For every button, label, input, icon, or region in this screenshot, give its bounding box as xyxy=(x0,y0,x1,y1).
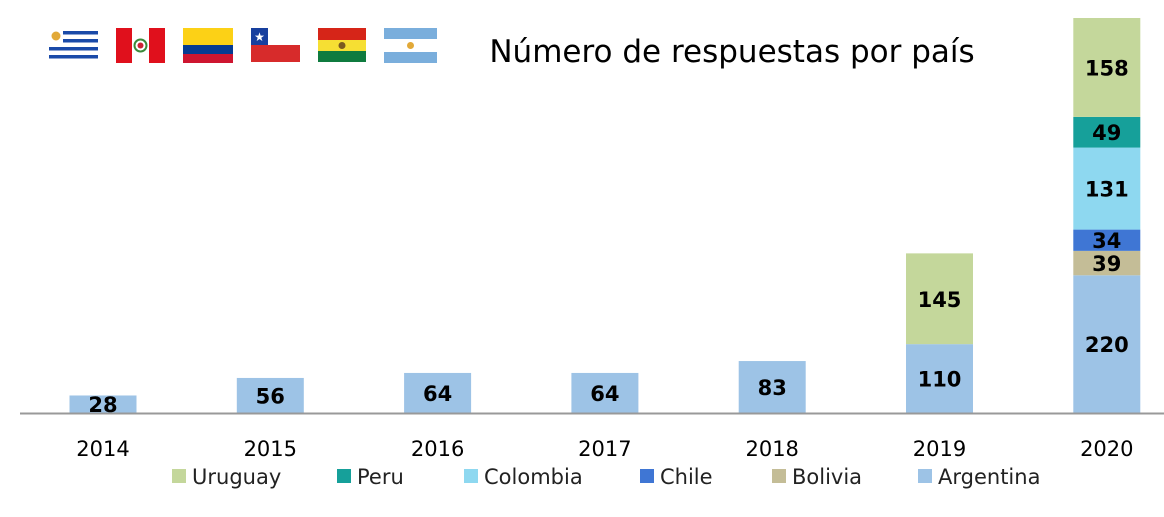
data-label: 56 xyxy=(256,384,285,408)
bar-argentina-2014 xyxy=(69,395,137,413)
legend-item-bolivia: Bolivia xyxy=(772,465,862,489)
legend-item-peru: Peru xyxy=(337,465,404,489)
bar-chile-2020 xyxy=(1073,229,1141,251)
bar-uruguay-2019 xyxy=(906,253,973,345)
peru-flag-icon xyxy=(116,28,165,63)
bolivia-flag-icon xyxy=(318,28,366,62)
legend-label: Colombia xyxy=(484,465,583,489)
uruguay-flag-icon xyxy=(49,28,98,62)
bar-argentina-2020 xyxy=(1073,275,1141,413)
bar-peru-2020 xyxy=(1073,116,1141,148)
data-label: 131 xyxy=(1085,178,1129,202)
bar-uruguay-2020 xyxy=(1073,18,1141,117)
x-tick-label: 2020 xyxy=(1080,437,1133,461)
x-tick-label: 2018 xyxy=(745,437,798,461)
legend-label: Chile xyxy=(660,465,713,489)
chart-title: Número de respuestas por país xyxy=(489,34,974,70)
bar-argentina-2017 xyxy=(571,372,639,413)
data-label: 145 xyxy=(918,288,962,312)
legend-item-argentina: Argentina xyxy=(918,465,1040,489)
legend-swatch xyxy=(337,469,351,483)
x-tick-label: 2017 xyxy=(578,437,631,461)
bar-argentina-2016 xyxy=(404,372,472,413)
data-label: 158 xyxy=(1085,56,1129,80)
data-label: 220 xyxy=(1085,333,1129,357)
legend-label: Uruguay xyxy=(192,465,281,489)
bar-argentina-2018 xyxy=(738,361,806,413)
legend-swatch xyxy=(640,469,654,483)
legend-swatch xyxy=(172,469,186,483)
x-tick-label: 2016 xyxy=(411,437,464,461)
bar-argentina-2019 xyxy=(906,344,973,413)
argentina-flag-icon xyxy=(384,28,437,63)
bar-colombia-2020 xyxy=(1073,147,1141,230)
legend-label: Peru xyxy=(357,465,404,489)
data-label: 49 xyxy=(1092,121,1121,145)
x-tick-label: 2015 xyxy=(244,437,297,461)
legend-item-uruguay: Uruguay xyxy=(172,465,281,489)
data-label: 64 xyxy=(590,382,619,406)
legend-item-colombia: Colombia xyxy=(464,465,583,489)
data-label: 34 xyxy=(1092,229,1121,253)
svg-text:★: ★ xyxy=(254,30,265,44)
legend-swatch xyxy=(772,469,786,483)
data-label: 83 xyxy=(758,376,787,400)
x-tick-label: 2019 xyxy=(913,437,966,461)
legend-label: Argentina xyxy=(938,465,1040,489)
legend-swatch xyxy=(464,469,478,483)
legend-item-chile: Chile xyxy=(640,465,713,489)
chile-flag-icon: ★ xyxy=(251,28,300,62)
data-label: 39 xyxy=(1092,252,1121,276)
data-label: 110 xyxy=(918,368,962,392)
bar-bolivia-2020 xyxy=(1073,250,1141,276)
legend-swatch xyxy=(918,469,932,483)
data-label: 64 xyxy=(423,382,452,406)
colombia-flag-icon xyxy=(183,28,233,63)
legend-label: Bolivia xyxy=(792,465,862,489)
x-tick-label: 2014 xyxy=(76,437,129,461)
bar-argentina-2015 xyxy=(236,377,304,413)
